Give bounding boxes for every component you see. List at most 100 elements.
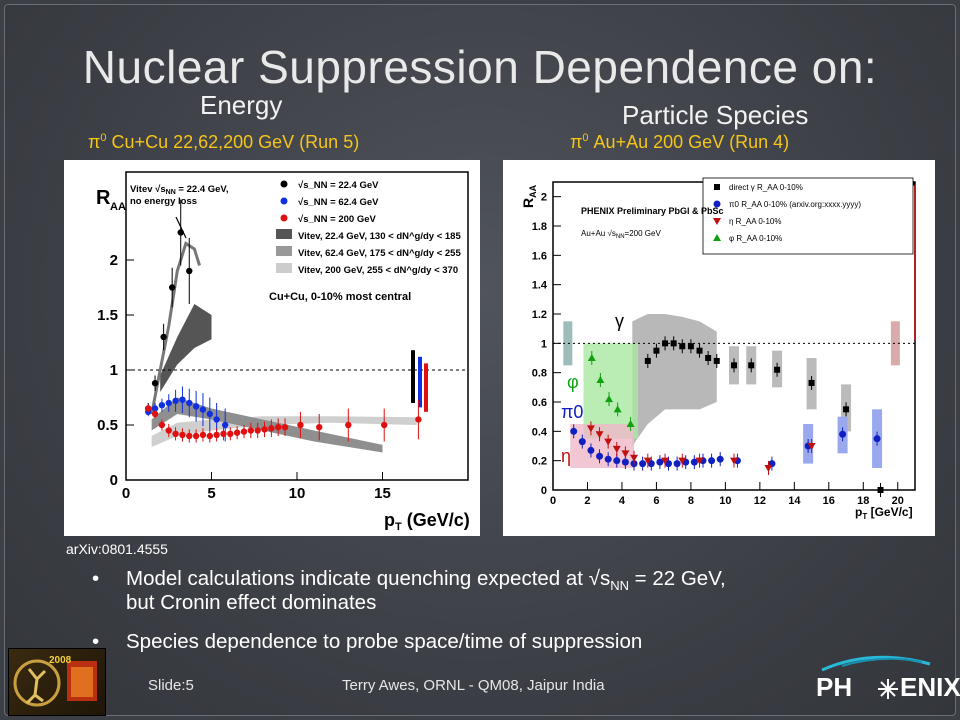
- legend-swatch-left: [276, 263, 292, 273]
- pi0-point: [596, 452, 604, 460]
- point-left-s0: [160, 333, 167, 341]
- norm-box-left: [563, 321, 573, 366]
- legend-swatch-left: [276, 246, 292, 256]
- point-left-s2: [145, 405, 152, 412]
- point-left-s0: [168, 284, 176, 291]
- legend-label-left: Vitev, 22.4 GeV, 130 < dN^g/dy < 185: [298, 231, 461, 242]
- gamma-point: [808, 379, 815, 386]
- bullet-2-dot: •: [92, 630, 100, 653]
- legend-marker-right: [713, 218, 721, 225]
- legend-marker-right: [713, 234, 721, 241]
- eta-point: [730, 457, 738, 465]
- point-left-s1: [186, 399, 193, 407]
- caption-right-symbol: π: [570, 132, 583, 152]
- legend-marker-left: [280, 197, 288, 205]
- gamma-point: [696, 347, 703, 354]
- eta-point: [612, 445, 621, 453]
- gamma-point: [748, 362, 755, 369]
- gamma-point: [644, 357, 651, 364]
- point-left-s2: [172, 430, 179, 437]
- point-left-s2: [179, 431, 186, 439]
- phi-point: [596, 376, 605, 383]
- pi0-marker-label: π0: [561, 402, 583, 422]
- point-left-s2: [220, 430, 227, 437]
- reference-text: arXiv:0801.4555: [66, 541, 168, 557]
- point-left-s2: [316, 424, 323, 431]
- eta-point: [764, 465, 773, 472]
- point-left-s1: [158, 402, 166, 409]
- x-tick-label-left: 15: [374, 485, 391, 502]
- bullet-1-sub: NN: [610, 578, 629, 594]
- y-tick-label-right: 0.4: [532, 426, 548, 438]
- gamma-point: [662, 340, 669, 347]
- y-tick-label-right: 1.6: [532, 250, 547, 262]
- x-tick-label-right: 4: [619, 495, 626, 507]
- x-tick-label-right: 6: [653, 495, 659, 507]
- y-tick-label-right: 0.2: [532, 456, 547, 468]
- y-axis-label-left: R: [96, 187, 111, 209]
- point-left-s1: [179, 396, 186, 403]
- point-left-s1: [151, 405, 159, 412]
- x-tick-label-right: 12: [754, 495, 766, 507]
- point-left-s2: [186, 432, 193, 440]
- slide-title: Nuclear Suppression Dependence on:: [82, 41, 878, 93]
- dancer-icon: 2008: [13, 655, 97, 707]
- x-tick-label-right: 14: [788, 495, 801, 507]
- point-left-s0: [186, 267, 193, 275]
- vitev-200-band: [151, 416, 417, 447]
- legend-marker-right: [714, 184, 720, 190]
- point-left-s1: [206, 410, 213, 418]
- bullet-1-text-end: = 22 GeV,: [628, 567, 726, 590]
- x-tick-label-left: 5: [207, 485, 215, 502]
- caption-right-text: Au+Au 200 GeV (Run 4): [588, 132, 790, 152]
- caption-right: π0 Au+Au 200 GeV (Run 4): [570, 132, 789, 153]
- y-tick-label-right: 0.8: [532, 368, 547, 380]
- pi0-point: [690, 458, 698, 466]
- pi0-point: [839, 430, 847, 438]
- caption-right-sup: 0: [582, 132, 589, 144]
- x-tick-label-right: 2: [584, 495, 590, 507]
- gamma-point: [653, 347, 660, 354]
- legend-marker-right: [713, 200, 721, 208]
- legend-label-left: Vitev, 62.4 GeV, 175 < dN^g/dy < 255: [298, 248, 461, 259]
- legend-marker-left: [280, 180, 288, 188]
- subtitle-species: Particle Species: [622, 100, 809, 130]
- plot-right-panel: 0 2 4 6 8 10 12 14 16 18 20 0 0.2 0.4 0.6 0.8 1 1.2 1.4 1.6…: [503, 160, 935, 536]
- point-left-s2: [254, 427, 261, 434]
- phenix-logo-text-a: PH: [816, 672, 853, 702]
- gamma-point: [713, 357, 720, 364]
- gamma-point: [705, 355, 712, 361]
- footer-author: Terry Awes, ORNL - QM08, Jaipur India: [342, 677, 605, 694]
- caption-left-sup: 0: [100, 132, 107, 144]
- y-tick-label-right: 2: [541, 192, 547, 204]
- bullet-1-text: Model calculations indicate quenching ex…: [126, 567, 611, 590]
- legend-box-right: [702, 177, 914, 255]
- x-tick-label-left: 0: [122, 485, 130, 502]
- y-tick-label-right: 0.6: [532, 397, 547, 409]
- x-tick-label-right: 10: [719, 495, 731, 507]
- point-left-s2: [233, 429, 241, 436]
- gamma-point: [670, 340, 677, 347]
- gamma-point: [731, 362, 737, 369]
- qm2008-logo: 2008: [8, 648, 106, 716]
- point-left-s2: [165, 427, 172, 434]
- legend-label-right: η R_AA 0-10%: [729, 217, 781, 226]
- pi0-point: [639, 460, 647, 468]
- y-tick-label-left: 1: [110, 362, 118, 379]
- norm-box-right: [890, 321, 900, 366]
- point-left-s2: [199, 431, 207, 439]
- y-tick-label-right: 1.8: [532, 221, 547, 233]
- point-left-s1: [165, 399, 172, 407]
- phenix-star-icon: [878, 679, 898, 699]
- point-left-s2: [381, 421, 388, 429]
- eta-point: [621, 450, 630, 458]
- pi0-point: [587, 446, 595, 454]
- y-tick-label-right: 0: [541, 485, 547, 497]
- pi0-point: [613, 457, 621, 465]
- eta-point: [595, 431, 604, 439]
- point-left-s2: [345, 421, 352, 429]
- pi0-point: [673, 460, 681, 468]
- bullet-1-dot: •: [92, 567, 100, 590]
- point-left-s1: [192, 403, 200, 410]
- x-tick-label-right: 16: [823, 495, 835, 507]
